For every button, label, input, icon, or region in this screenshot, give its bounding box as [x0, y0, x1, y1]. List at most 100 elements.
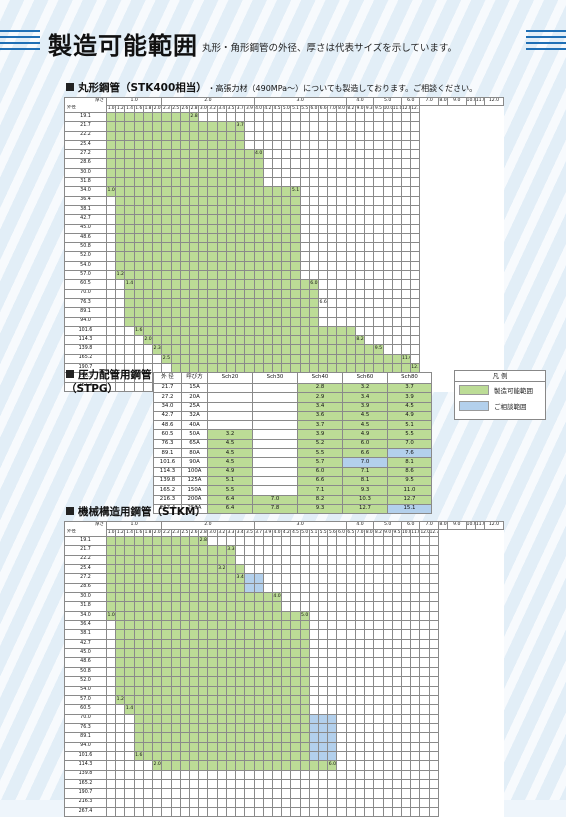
range-cell: [179, 260, 190, 272]
thickness-group-label: 3.0: [253, 97, 347, 106]
table-row: 139.8 125A 5.1 6.6 8.1 9.5: [153, 475, 432, 487]
range-cell: [281, 195, 292, 206]
range-cell: [419, 722, 430, 734]
range-cell: [345, 564, 356, 575]
od-label: 25.4: [64, 139, 107, 151]
thickness-label: 1.4: [124, 104, 135, 113]
range-cell: [327, 750, 338, 762]
thickness-label: 6.0: [308, 104, 320, 113]
range-cell: [354, 722, 366, 734]
range-cell: [364, 232, 375, 244]
range-cell: [290, 769, 301, 780]
range-cell: [290, 582, 301, 594]
range-cell: [152, 694, 163, 706]
range-cell: [308, 722, 320, 734]
range-cell: [400, 251, 412, 262]
range-cell: [152, 545, 163, 556]
range-cell: [373, 214, 384, 225]
range-cell: [262, 582, 273, 594]
range-cell: [400, 288, 412, 299]
range-cell: [216, 223, 227, 234]
range-cell: [152, 177, 163, 188]
range-cell: [281, 214, 292, 225]
range-cell: [391, 657, 403, 668]
range-cell: [373, 554, 384, 566]
range-cell: [354, 554, 366, 566]
range-cell: [235, 601, 246, 612]
range-cell: [271, 648, 283, 659]
range-cell: [262, 288, 273, 299]
range-cell: [161, 325, 172, 337]
range-cell: [216, 195, 227, 206]
range-cell: [115, 750, 126, 762]
range-cell: [161, 620, 172, 631]
range-cell: [142, 554, 154, 566]
range-cell: [207, 279, 218, 290]
range-cell: [179, 760, 190, 771]
od-label: 19.1: [64, 111, 107, 123]
range-cell: [115, 204, 126, 216]
range-cell: [235, 195, 246, 206]
range-cell: [133, 149, 144, 160]
range-cell: [308, 741, 320, 752]
range-cell: [188, 204, 200, 216]
stpg-thickness-cell: 7.1: [297, 485, 343, 496]
range-cell: [290, 251, 301, 262]
range-cell: [391, 130, 403, 141]
range-limit-mark: 5.1: [290, 186, 301, 197]
range-cell: [235, 186, 246, 197]
od-label: 22.2: [64, 130, 107, 141]
range-cell: [400, 242, 412, 253]
range-cell: [225, 778, 237, 790]
range-cell: [225, 760, 237, 771]
range-cell: [142, 223, 154, 234]
range-cell: [410, 629, 421, 640]
range-cell: [271, 177, 283, 188]
range-cell: [419, 676, 430, 687]
range-cell: [327, 629, 338, 640]
range-cell: [253, 629, 264, 640]
stpg-thickness-cell: 10.3: [342, 494, 388, 505]
range-cell: [373, 629, 384, 640]
range-cell: [188, 186, 200, 197]
range-cell: [428, 582, 439, 594]
range-limit-mark: 1.2: [115, 270, 126, 281]
range-cell: [170, 121, 181, 132]
range-cell: [419, 760, 430, 771]
range-cell: [373, 573, 384, 584]
stpg-od: 27.2: [153, 392, 182, 403]
stpg-nominal: 100A: [181, 466, 208, 477]
range-cell: [327, 592, 338, 603]
od-label: 31.8: [64, 177, 107, 188]
range-cell: [308, 788, 320, 799]
range-cell: [364, 214, 375, 225]
range-cell: [124, 167, 135, 179]
range-cell: [161, 741, 172, 752]
range-limit-mark: 2.3: [152, 344, 163, 355]
range-cell: [152, 638, 163, 650]
range-cell: [299, 316, 310, 327]
range-cell: [105, 620, 117, 631]
table-row: 89.1: [64, 307, 504, 318]
range-cell: [179, 722, 190, 734]
section-stkm-title: 機械構造用鋼管（STKM）: [78, 506, 206, 518]
range-cell: [373, 158, 384, 169]
range-cell: [152, 270, 163, 281]
table-row: 60.5 50A 3.2 3.9 4.9 5.5: [153, 429, 432, 440]
range-cell: [382, 186, 393, 197]
range-cell: [382, 325, 393, 337]
range-cell: [336, 554, 347, 566]
range-cell: [281, 186, 292, 197]
range-cell: [410, 666, 421, 678]
range-cell: [142, 270, 154, 281]
range-cell: [364, 778, 375, 790]
range-cell: [345, 657, 356, 668]
range-cell: [400, 788, 412, 799]
range-cell: [216, 121, 227, 132]
od-label: 89.1: [64, 307, 107, 318]
od-label: 76.3: [64, 722, 107, 734]
thickness-label: 2.2: [161, 528, 172, 537]
range-cell: [142, 704, 154, 715]
range-cell: [410, 111, 421, 123]
range-cell: [142, 204, 154, 216]
